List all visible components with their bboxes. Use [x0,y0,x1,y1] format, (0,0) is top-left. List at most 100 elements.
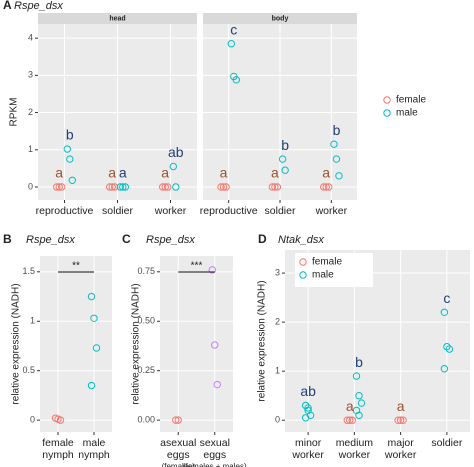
data-point [440,365,449,373]
legend-label: female [312,257,342,268]
data-point [66,155,74,163]
y-tick-label: 0.25 [137,365,155,375]
panel-label: C [122,232,131,246]
panel-label: D [258,232,267,246]
data-point [268,183,277,191]
significance-letter: a [108,165,116,181]
legend-label: male [312,270,334,281]
x-tick-label: worker [384,449,417,461]
chart-title: Rspe_dsx [26,234,75,246]
y-tick-label: 1 [28,144,33,154]
data-point [443,342,451,351]
data-point [440,308,449,317]
x-tick-label: asexual [160,437,196,449]
data-point [108,183,116,191]
data-point [445,345,454,353]
data-point [111,183,119,191]
x-tick-label: soldier [431,437,462,449]
data-point [169,162,178,171]
data-point [164,183,172,191]
y-tick-label: 0.5 [22,365,35,375]
data-point [63,145,72,153]
x-tick-label: nymph [42,449,74,461]
facet-strip [38,13,197,24]
chart-title: Ntak_dsx [278,234,324,246]
data-point [172,416,180,424]
data-point [213,380,221,389]
significance-letter: a [119,165,127,181]
data-point [281,166,289,174]
y-tick-label: 0 [30,415,35,425]
y-tick-label: 0.50 [137,316,155,326]
data-point [343,416,351,424]
data-point [87,381,96,390]
data-point [116,183,125,191]
data-point [278,155,287,163]
y-tick-label: 1 [30,316,35,326]
data-point [271,183,279,191]
y-tick-label: 2 [275,316,280,326]
y-tick-label: 0 [28,181,33,191]
significance-letter: b [66,127,74,143]
x-tick-label: (females + males) [183,462,247,467]
data-point [355,391,363,400]
data-point [90,314,98,322]
data-point [208,266,216,274]
data-point [232,76,241,84]
x-tick-label: worker [291,449,324,461]
significance-letter: a [55,165,63,181]
legend-symbol [299,271,307,279]
x-tick-label: soldier [102,205,133,217]
plot-background [40,256,112,432]
x-tick-label: reproductive [200,205,258,217]
data-point [301,414,310,422]
data-point [106,183,114,191]
data-point [217,183,225,191]
significance-stars: *** [191,261,203,272]
data-point [394,416,402,424]
data-point [273,183,282,191]
panel-label: B [3,232,12,246]
facet-strip [203,13,357,24]
significance-letter: c [230,21,237,37]
significance-letter: c [443,290,450,306]
x-tick-label: worker [315,205,348,217]
data-point [159,183,167,191]
facet-label: head [109,15,125,22]
data-point [222,183,230,191]
data-point [399,416,407,424]
legend-symbol [383,96,391,104]
plot-background [160,256,233,432]
legend-symbol [299,258,307,266]
data-point [55,183,63,191]
legend-label: female [396,95,426,106]
significance-letter: a [346,398,354,414]
x-tick-label: major [387,437,414,449]
significance-letter: a [220,165,228,181]
data-point [352,372,361,380]
y-tick-label: 0.75 [137,266,155,276]
legend-box [295,253,373,287]
data-point [68,176,77,184]
data-point [121,183,130,191]
data-point [396,416,405,424]
significance-stars: ** [72,261,80,272]
data-point [332,155,341,163]
y-axis-label: RPKM [9,98,20,127]
significance-letter: a [271,165,279,181]
data-point [92,344,101,352]
data-point [161,183,169,191]
data-point [211,341,219,349]
x-tick-label: worker [154,205,187,217]
y-tick-label: 4 [28,33,33,43]
x-tick-label: sexual [200,437,230,449]
x-tick-label: eggs [167,449,190,461]
x-tick-label: reproductive [36,205,94,217]
significance-letter: b [355,354,363,370]
data-point [53,183,61,191]
y-tick-label: 2 [28,107,33,117]
data-point [227,40,236,48]
data-point [330,140,338,148]
panel-label: A [3,0,12,12]
